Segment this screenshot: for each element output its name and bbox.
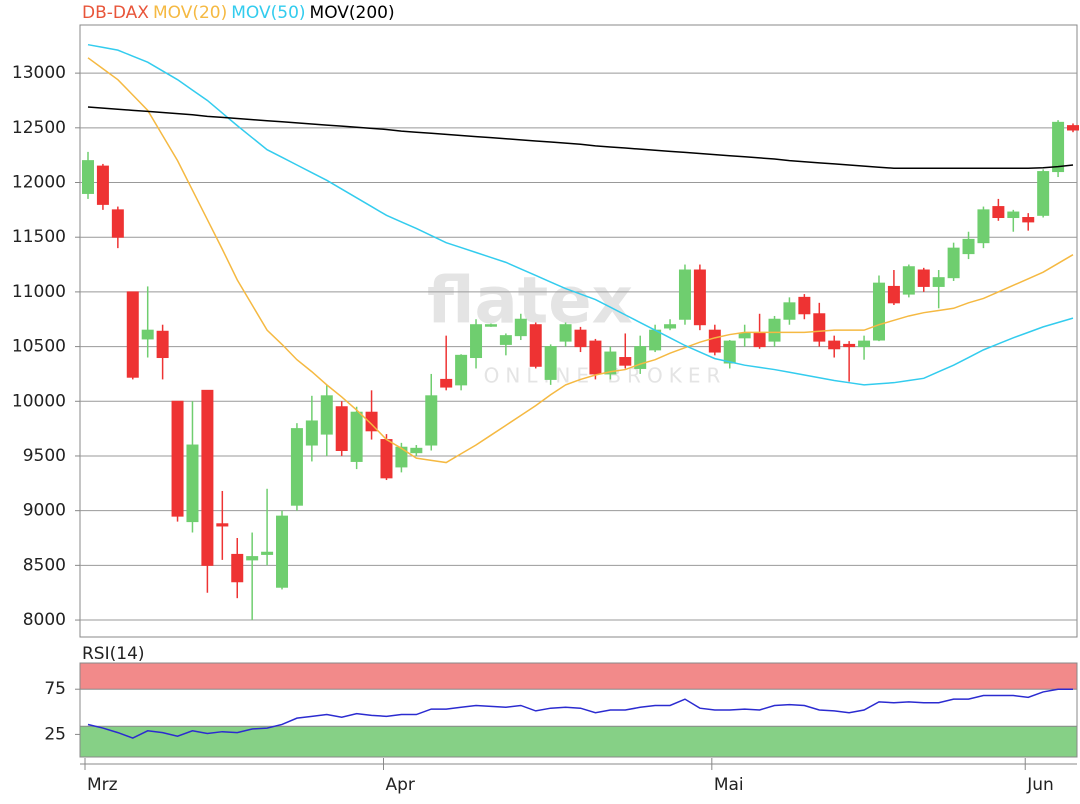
candle-body <box>693 269 706 326</box>
candle-body <box>604 351 617 375</box>
candle-body <box>425 395 438 446</box>
y-tick-label: 8500 <box>23 555 66 575</box>
x-tick-label: Mai <box>714 775 744 795</box>
legend-entry: DB-DAX <box>82 3 149 23</box>
candle-body <box>768 318 781 342</box>
y-tick-label: 9500 <box>23 446 66 466</box>
y-tick-label: 11000 <box>12 282 66 302</box>
candle-body <box>440 378 453 388</box>
line-series <box>87 43 1074 386</box>
candle-body <box>156 330 169 359</box>
candle-body <box>738 332 751 339</box>
candle-body <box>872 282 885 341</box>
candle-body <box>335 406 348 452</box>
candle-body <box>947 247 960 279</box>
candle-body <box>589 340 602 375</box>
candle-body <box>455 354 468 386</box>
candle-body <box>514 318 527 337</box>
candle-body <box>320 395 333 435</box>
candle-body <box>634 346 647 369</box>
candle-body <box>276 515 289 588</box>
line-series <box>87 106 1074 170</box>
y-tick-label: 9000 <box>23 501 66 521</box>
zone <box>79 725 1078 758</box>
candle-body <box>305 420 318 446</box>
candle-body <box>126 291 139 378</box>
candle-body <box>290 428 303 506</box>
candle-body <box>753 332 766 348</box>
candle-body <box>141 329 154 340</box>
candle-body <box>1022 217 1035 223</box>
candle-body <box>380 439 393 479</box>
y-tick-label: 10500 <box>12 337 66 357</box>
candle-body <box>82 160 94 194</box>
candle-body <box>828 340 841 350</box>
candle-body <box>887 285 900 304</box>
candle-body <box>231 553 244 583</box>
candle-body <box>678 269 691 320</box>
candle-body <box>783 302 796 320</box>
legend-entry: MOV(20) <box>153 3 227 23</box>
candle-body <box>111 209 124 238</box>
candle-body <box>395 446 408 468</box>
y-tick-label: 8000 <box>23 610 66 630</box>
y-tick-label: 12500 <box>12 118 66 138</box>
candle-body <box>843 343 856 348</box>
candle-body <box>365 411 378 432</box>
x-tick-label: Mrz <box>87 775 118 795</box>
y-tick-label: 75 <box>44 679 66 699</box>
zone <box>79 662 1078 690</box>
candle-body <box>261 551 274 555</box>
candle-body <box>649 329 662 351</box>
candle-body <box>559 324 572 342</box>
candle-body <box>470 324 483 359</box>
candle-body <box>186 444 199 523</box>
candle-body <box>664 324 677 329</box>
candle-body <box>798 296 811 315</box>
candle-body <box>529 324 542 367</box>
candle-body <box>723 340 736 364</box>
candle-body <box>216 523 229 527</box>
candle-body <box>977 209 990 244</box>
y-tick-label: 11500 <box>12 227 66 247</box>
y-tick-label: 13000 <box>12 63 66 83</box>
candle-body <box>1067 125 1079 131</box>
candle-body <box>1007 211 1020 219</box>
candle-body <box>350 411 363 462</box>
candle-body <box>619 357 632 366</box>
x-tick-label: Jun <box>1026 775 1054 795</box>
candle-body <box>171 400 184 517</box>
candle-body <box>96 165 109 205</box>
y-tick-label: 12000 <box>12 173 66 193</box>
y-tick-label: 10000 <box>12 391 66 411</box>
legend-entry: RSI(14) <box>82 644 145 664</box>
candle-body <box>902 266 915 295</box>
candle-body <box>499 335 512 345</box>
line-series <box>87 688 1073 739</box>
legend-entry: MOV(50) <box>231 3 305 23</box>
y-tick-label: 25 <box>44 724 66 744</box>
legend: DB-DAX MOV(20) MOV(50) MOV(200) <box>82 3 395 23</box>
candle-body <box>917 269 930 287</box>
line-series <box>87 57 1074 464</box>
candle-body <box>1052 121 1065 173</box>
candle-body <box>1037 171 1050 216</box>
candle-body <box>574 329 587 348</box>
candle-body <box>544 346 557 380</box>
candle-body <box>484 324 497 327</box>
candle-body <box>992 206 1005 219</box>
legend-entry: MOV(200) <box>310 3 395 23</box>
candle-body <box>246 556 259 561</box>
candle-body <box>708 329 721 353</box>
candle-body <box>410 447 423 454</box>
candle-body <box>962 238 975 255</box>
candle-body <box>201 389 214 566</box>
candle-body <box>813 313 826 342</box>
watermark-tagline: ONLINE BROKER <box>484 364 727 388</box>
candle-body <box>858 340 871 348</box>
x-tick-label: Apr <box>385 775 414 795</box>
candle-body <box>932 277 945 287</box>
